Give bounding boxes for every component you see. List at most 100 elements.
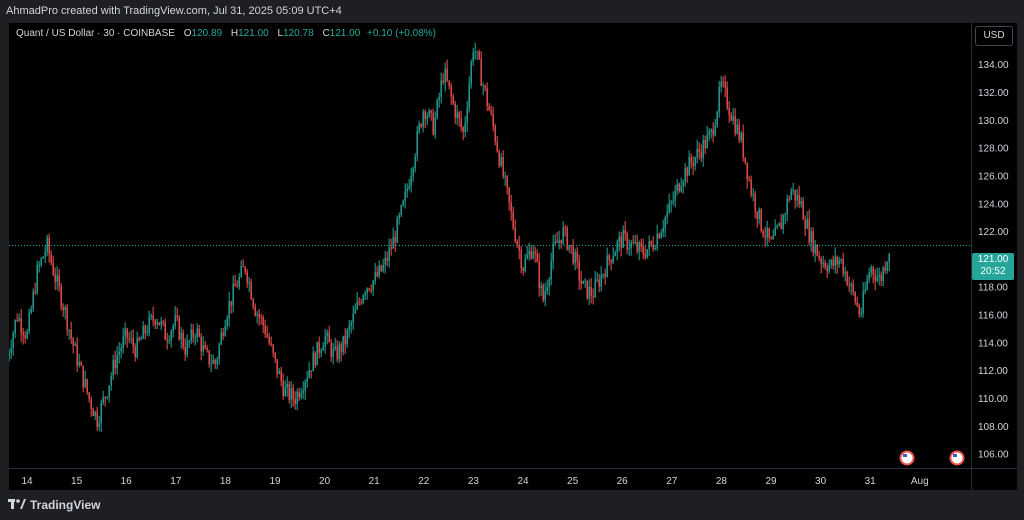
candle-body	[86, 379, 88, 393]
candle-body	[530, 250, 532, 259]
candle-body	[492, 113, 494, 127]
candle-body	[668, 202, 670, 212]
candle-body	[806, 219, 808, 229]
candle-body	[708, 131, 710, 135]
candle-body	[214, 359, 216, 365]
candle-body	[232, 283, 234, 306]
candle-body	[286, 384, 288, 388]
candle-body	[96, 411, 98, 427]
candle-body	[458, 112, 460, 119]
chart-pane[interactable]	[9, 23, 971, 468]
time-axis[interactable]: 14 15 16 17 18 19 20 21 22 23 24 25 26 27 28 29 30 31 Aug	[9, 468, 971, 491]
candle-body	[354, 309, 356, 314]
candle-body	[682, 181, 684, 187]
candle-body	[536, 253, 538, 262]
candle-body	[432, 112, 434, 135]
candle-body	[10, 348, 12, 354]
candle-body	[790, 190, 792, 200]
time-axis-labels: 14 15 16 17 18 19 20 21 22 23 24 25 26 27 28 29 30 31 Aug	[21, 476, 928, 487]
candle-body	[752, 194, 754, 196]
candle-body	[824, 262, 826, 268]
candle-body	[566, 227, 568, 250]
candle-body	[298, 391, 300, 398]
candle-body	[630, 242, 632, 249]
candle-body	[154, 320, 156, 325]
candlestick-plot[interactable]	[9, 23, 971, 468]
candle-body	[56, 275, 58, 282]
attribution-text: AhmadPro created with TradingView.com, J…	[6, 5, 342, 17]
candle-body	[606, 255, 608, 277]
candle-body	[582, 280, 584, 284]
candle-body	[52, 262, 54, 275]
candle-body	[826, 267, 828, 272]
candle-body	[42, 256, 44, 259]
candle-body	[830, 259, 832, 266]
candle-body	[100, 402, 102, 424]
price-axis[interactable]: 106.00 108.00 110.00 112.00 114.00 116.00 118.…	[971, 23, 1017, 468]
attribution-bar: AhmadPro created with TradingView.com, J…	[0, 0, 1024, 22]
candle-body	[740, 132, 742, 141]
candle-body	[778, 222, 780, 227]
candle-body	[564, 227, 566, 229]
candle-body	[750, 179, 752, 195]
candle-body	[104, 397, 106, 399]
candle-body	[550, 260, 552, 280]
candle-body	[158, 322, 160, 326]
time-tick-label: 31	[865, 476, 877, 487]
price-axis-labels: 106.00 108.00 110.00 112.00 114.00 116.00 118.…	[978, 32, 1009, 460]
candle-body	[730, 114, 732, 121]
candle-body	[460, 118, 462, 128]
candle-body	[422, 111, 424, 127]
candle-body	[500, 157, 502, 166]
candle-body	[252, 299, 254, 307]
candle-body	[364, 293, 366, 296]
candle-body	[32, 291, 34, 309]
candle-body	[194, 337, 196, 339]
candle-body	[642, 246, 644, 255]
candle-body	[394, 237, 396, 243]
candle-body	[414, 156, 416, 169]
candle-body	[234, 283, 236, 287]
candle-body	[738, 124, 740, 141]
candle-body	[88, 392, 90, 400]
candle-body	[688, 157, 690, 176]
candle-body	[172, 325, 174, 332]
low-value: 120.78	[283, 28, 314, 39]
candle-body	[266, 333, 268, 337]
candle-body	[558, 239, 560, 244]
candle-body	[118, 351, 120, 355]
candle-body	[346, 330, 348, 345]
candle-body	[886, 262, 888, 271]
candle-body	[446, 68, 448, 81]
candle-body	[438, 96, 440, 100]
candle-body	[106, 396, 108, 398]
candle-body	[40, 258, 42, 266]
candle-body	[748, 179, 750, 181]
candle-body	[872, 267, 874, 275]
price-tick-label: 134.00	[978, 60, 1009, 71]
axis-corner	[971, 468, 1017, 491]
candle-body	[296, 391, 298, 405]
time-tick-label: 19	[269, 476, 281, 487]
candle-body	[236, 286, 238, 288]
candle-body	[756, 211, 758, 220]
event-icon-canton	[953, 454, 957, 457]
candle-body	[206, 348, 208, 351]
candle-body	[136, 338, 138, 358]
candle-body	[526, 254, 528, 259]
candle-body	[188, 340, 190, 342]
candle-body	[724, 82, 726, 88]
candle-body	[858, 305, 860, 315]
candle-body	[222, 332, 224, 336]
candle-body	[532, 251, 534, 259]
candle-body	[538, 261, 540, 289]
currency-button[interactable]: USD	[975, 26, 1013, 46]
candle-body	[84, 379, 86, 387]
candle-body	[652, 244, 654, 250]
candle-body	[336, 346, 338, 360]
candle-body	[248, 282, 250, 284]
candle-body	[850, 283, 852, 286]
candle-body	[220, 332, 222, 345]
candle-body	[666, 211, 668, 218]
candle-body	[378, 265, 380, 277]
